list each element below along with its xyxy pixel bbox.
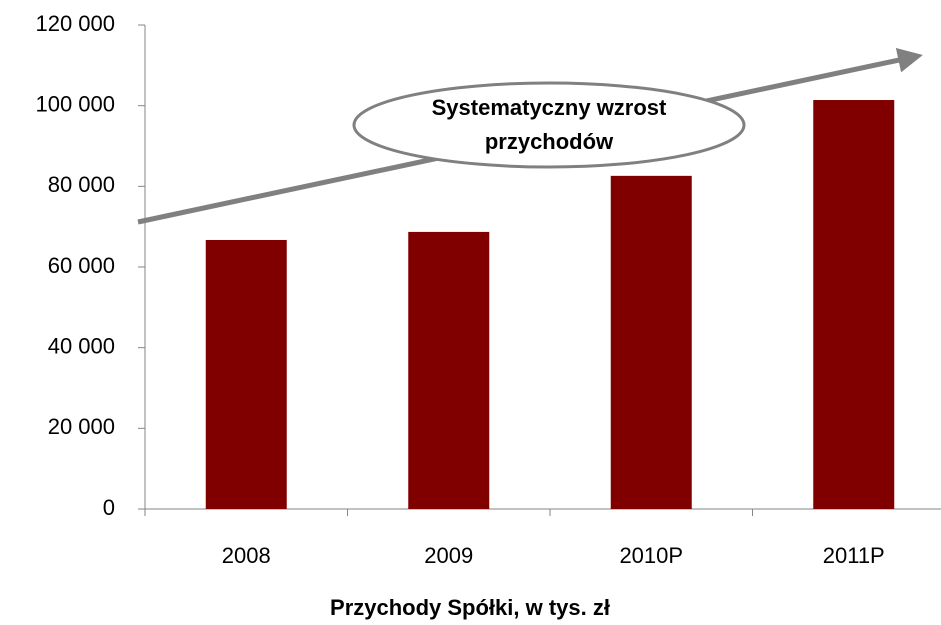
y-tick-label: 60 000 — [48, 253, 115, 278]
x-axis-label: Przychody Spółki, w tys. zł — [330, 595, 610, 620]
x-tick-label: 2011P — [823, 543, 885, 568]
annotation: przychodów — [485, 129, 614, 154]
annotation-bubble — [352, 81, 746, 169]
y-tick-label: 80 000 — [48, 172, 115, 197]
x-tick-label: 2010P — [619, 543, 683, 568]
y-tick-label: 120 000 — [35, 11, 115, 36]
y-tick-label: 40 000 — [48, 333, 115, 358]
bar — [610, 175, 692, 509]
x-tick-label: 2008 — [222, 543, 271, 568]
bar — [408, 231, 490, 509]
y-tick-label: 20 000 — [48, 414, 115, 439]
bar — [813, 100, 895, 510]
annotation: Systematyczny wzrost — [432, 95, 667, 120]
y-tick-label: 0 — [103, 495, 115, 520]
plot-area: 0 20 000 40 000 60 000 80 000 100 000 120 000 2… — [35, 11, 941, 568]
bar — [205, 239, 287, 509]
x-tick-label: 2009 — [424, 543, 473, 568]
y-tick-label: 100 000 — [35, 91, 115, 116]
